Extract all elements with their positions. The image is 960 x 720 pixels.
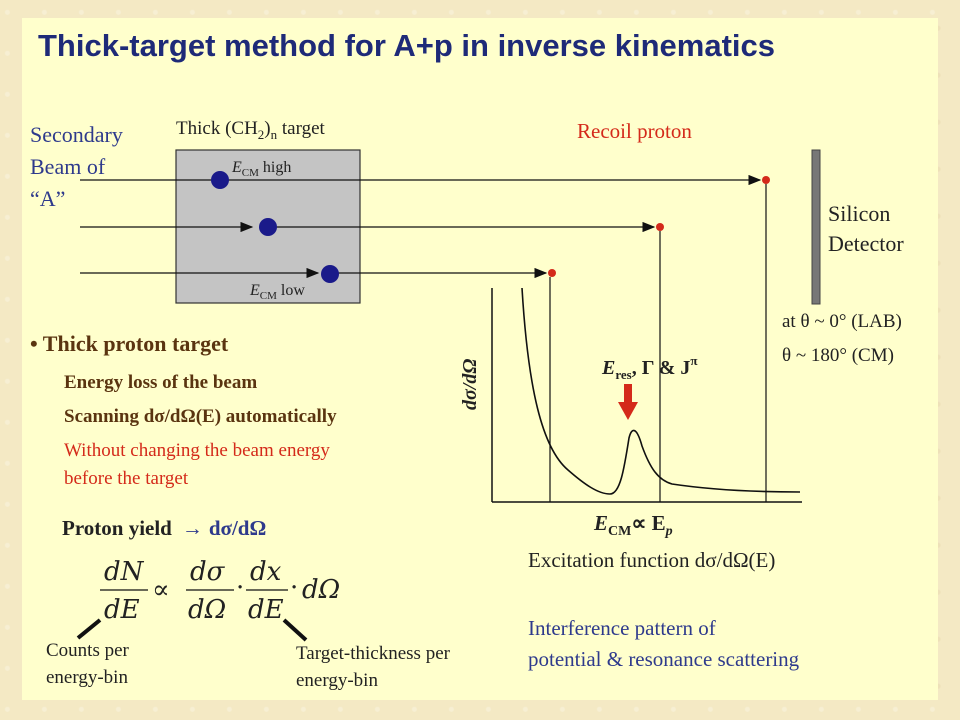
- svg-text:potential & resonance scatteri: potential & resonance scattering: [528, 647, 800, 671]
- svg-text:·: ·: [290, 573, 298, 603]
- beam-label: Secondary Beam of “A”: [30, 122, 123, 211]
- slide-title: Thick-target method for A+p in inverse k…: [38, 28, 775, 63]
- recoil-proton-dot: [656, 223, 664, 231]
- svg-text:dE: dE: [248, 595, 284, 625]
- angle-cm-label: θ ~ 180° (CM): [782, 345, 894, 366]
- excitation-function-label: Excitation function dσ/dΩ(E): [528, 548, 775, 572]
- yield-equation: dN dE ∝ dσ dΩ · dx dE · dΩ: [100, 557, 340, 625]
- svg-text:Counts per: Counts per: [46, 640, 130, 661]
- slide-panel: Thick-target method for A+p in inverse k…: [22, 18, 938, 700]
- svg-text:∝: ∝: [152, 575, 170, 605]
- ecm-high-label: ECM high: [231, 159, 291, 179]
- recoil-proton-label: Recoil proton: [577, 119, 692, 143]
- bullet-scanning: Scanning dσ/dΩ(E) automatically: [64, 406, 337, 427]
- interference-label: Interference pattern of potential & reso…: [528, 616, 800, 671]
- svg-text:Detector: Detector: [828, 231, 904, 256]
- bullet-heading: • Thick proton target: [30, 331, 229, 356]
- counts-pointer: [76, 618, 102, 640]
- svg-text:Silicon: Silicon: [828, 201, 890, 226]
- recoil-proton-dot: [548, 269, 556, 277]
- svg-text:“A”: “A”: [30, 186, 65, 211]
- beam-particle-dot: [321, 265, 339, 283]
- svg-text:before the target: before the target: [64, 468, 189, 489]
- svg-text:dE: dE: [104, 595, 140, 625]
- plot-axes: [491, 288, 802, 503]
- svg-text:energy-bin: energy-bin: [46, 667, 128, 688]
- plot-x-label: ECM∝ Ep: [593, 511, 673, 539]
- plot-y-label: dσ/dΩ: [459, 359, 481, 410]
- beam-particle-dot: [259, 218, 277, 236]
- svg-text:dx: dx: [250, 557, 282, 587]
- beam-particle-dot: [211, 171, 229, 189]
- svg-text:Interference pattern of: Interference pattern of: [528, 616, 716, 640]
- proton-yield-label: Proton yield → dσ/dΩ: [62, 516, 266, 540]
- svg-text:Beam of: Beam of: [30, 154, 106, 179]
- svg-text:dσ: dσ: [190, 557, 226, 587]
- angle-lab-label: at θ ~ 0° (LAB): [782, 311, 902, 332]
- excitation-curve: [521, 287, 801, 495]
- thickness-pointer: [282, 618, 308, 642]
- detector-label: Silicon Detector: [828, 201, 904, 256]
- thickness-label: Target-thickness per energy-bin: [296, 643, 451, 691]
- resonance-arrow: [618, 384, 638, 420]
- bullet-energy-loss: Energy loss of the beam: [64, 372, 257, 393]
- beam-lines: [80, 174, 762, 279]
- svg-text:·: ·: [236, 573, 244, 603]
- svg-text:Target-thickness per: Target-thickness per: [296, 643, 451, 664]
- target-label: Thick (CH2)n target: [176, 118, 326, 142]
- svg-text:dΩ: dΩ: [302, 575, 340, 605]
- resonance-label: Eres, Γ & Jπ: [601, 353, 698, 382]
- svg-text:dN: dN: [104, 557, 145, 587]
- recoil-proton-dot: [762, 176, 770, 184]
- svg-text:Secondary: Secondary: [30, 122, 123, 147]
- svg-text:energy-bin: energy-bin: [296, 670, 378, 691]
- silicon-detector-bar: [811, 149, 821, 305]
- energy-projection-lines: [549, 184, 767, 502]
- ecm-low-label: ECM low: [249, 282, 305, 302]
- bullet-without-changing: Without changing the beam energy before …: [64, 440, 330, 489]
- svg-text:dΩ: dΩ: [188, 595, 226, 625]
- svg-text:Without changing the beam ener: Without changing the beam energy: [64, 440, 330, 461]
- diagram-canvas: Thick-target method for A+p in inverse k…: [30, 28, 904, 691]
- counts-label: Counts per energy-bin: [46, 640, 130, 688]
